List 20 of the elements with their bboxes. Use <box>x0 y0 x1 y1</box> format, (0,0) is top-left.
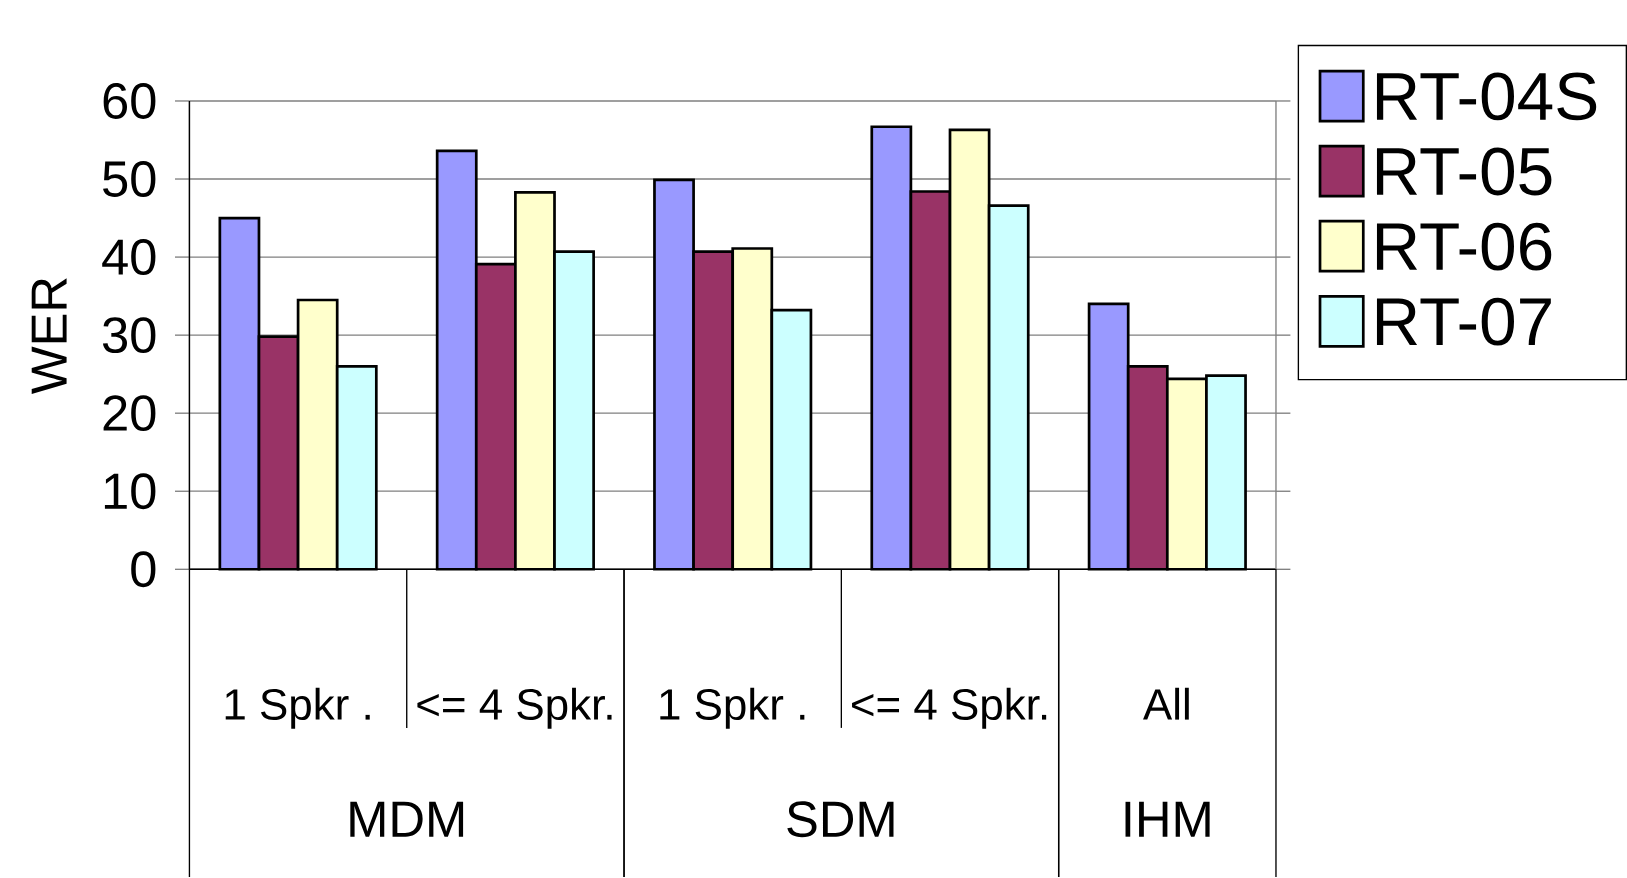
x-tick-label: All <box>1143 687 1189 720</box>
y-tick-label: 30 <box>102 317 156 354</box>
x-tick-label: <= 4 Spkr. <box>852 687 1047 729</box>
legend-label: RT-06 <box>1376 222 1552 271</box>
y-tick-label: 10 <box>104 473 156 510</box>
text: MDM <box>350 802 464 837</box>
y-tick-label: 0 <box>131 551 156 588</box>
x-tick-label: <= 4 Spkr. <box>417 687 612 729</box>
y-axis-title: WER <box>31 278 67 395</box>
y-tick-label: 20 <box>103 395 156 432</box>
text: IHM <box>1125 802 1210 837</box>
x-tick-label: 1 Spkr . <box>660 687 805 729</box>
y-tick-label: 40 <box>102 239 156 276</box>
legend-label: RT-04S <box>1376 72 1597 121</box>
legend-label: RT-05 <box>1376 147 1552 196</box>
y-tick-label: 60 <box>103 83 156 120</box>
y-tick-label: 50 <box>103 161 156 198</box>
x-tick-label: 1 Spkr . <box>225 687 370 729</box>
text: SDM <box>787 801 894 838</box>
legend-label: RT-07 <box>1376 297 1551 346</box>
